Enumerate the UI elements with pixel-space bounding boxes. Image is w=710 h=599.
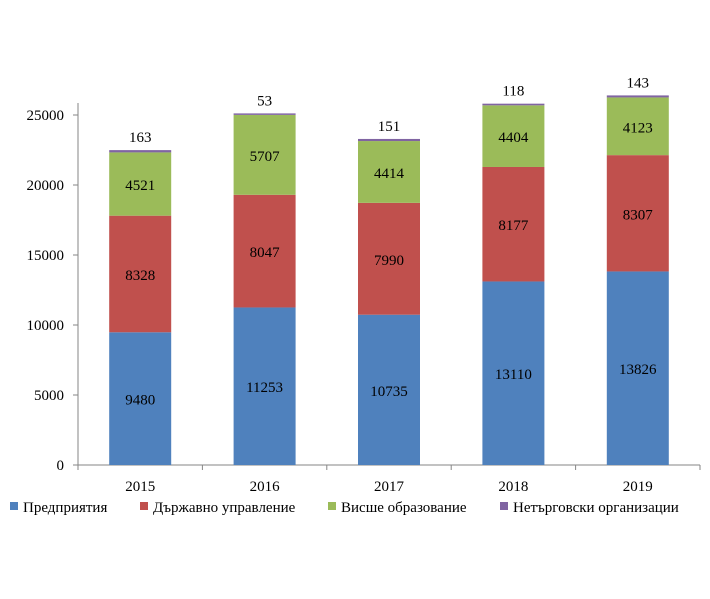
data-label: 8307 [623, 207, 654, 223]
bar-segment [482, 166, 545, 282]
bar-segment [358, 202, 420, 315]
data-label: 4414 [374, 166, 405, 182]
data-label: 118 [502, 84, 524, 100]
bar-segment [233, 194, 296, 308]
data-label: 143 [627, 75, 650, 91]
legend-label: Държавно управление [153, 500, 296, 516]
legend: Предприятия Държавно управление Висше обра… [10, 500, 679, 516]
y-tick-label: 10000 [27, 318, 65, 334]
data-label: 7990 [374, 253, 404, 269]
data-label: 8047 [250, 245, 281, 261]
x-tick-label: 2017 [374, 479, 405, 495]
x-axis: 2015 2016 2017 2018 2019 [77, 464, 701, 495]
legend-label: Нетърговски организации [513, 500, 679, 516]
bar-segment [358, 138, 420, 142]
bar-segment [606, 95, 669, 98]
data-label: 5707 [250, 149, 281, 165]
legend-swatch [10, 502, 18, 510]
bar-segment [358, 141, 420, 203]
bar-segment [109, 152, 172, 216]
bar-segment [482, 281, 545, 465]
x-tick-label: 2015 [125, 479, 155, 495]
legend-label: Висше образование [341, 500, 467, 516]
legend-swatch [140, 502, 148, 510]
bar-segment [233, 113, 296, 115]
data-label: 8328 [125, 268, 155, 284]
data-label: 13110 [495, 367, 532, 383]
bar-segment [109, 332, 172, 465]
legend-swatch [500, 502, 508, 510]
data-label: 4521 [125, 178, 155, 194]
bar-segment [109, 215, 172, 333]
legend-label: Предприятия [23, 500, 107, 516]
bar-segment [358, 314, 420, 465]
y-tick-label: 0 [57, 458, 65, 474]
legend-swatch [328, 502, 336, 510]
y-tick-label: 20000 [27, 178, 65, 194]
bar-segment [233, 307, 296, 465]
data-label: 11253 [246, 380, 283, 396]
bar-segment [482, 105, 545, 167]
x-tick-label: 2019 [623, 479, 653, 495]
y-tick-label: 5000 [34, 388, 64, 404]
data-label: 10735 [370, 384, 408, 400]
data-label: 9480 [125, 393, 155, 409]
x-tick-label: 2018 [498, 479, 528, 495]
bar-segment [606, 271, 669, 465]
data-label: 8177 [498, 218, 529, 234]
data-labels: 9480 8328 4521 163 11253 8047 5707 53 10735 7990 4… [125, 75, 657, 408]
bar-segment [233, 114, 296, 195]
data-label: 53 [257, 93, 272, 109]
bars [109, 95, 669, 465]
data-label: 13826 [619, 362, 657, 378]
y-axis: 0 5000 10000 15000 20000 25000 [27, 103, 79, 474]
data-label: 163 [129, 130, 152, 146]
y-tick-label: 25000 [27, 108, 65, 124]
bar-segment [482, 103, 545, 106]
bar-segment [606, 155, 669, 272]
data-label: 4404 [498, 130, 529, 146]
data-label: 4123 [623, 120, 653, 136]
y-tick-label: 15000 [27, 248, 65, 264]
bar-segment [109, 150, 172, 153]
x-tick-label: 2016 [250, 479, 281, 495]
data-label: 151 [378, 119, 401, 135]
bar-segment [606, 97, 669, 156]
